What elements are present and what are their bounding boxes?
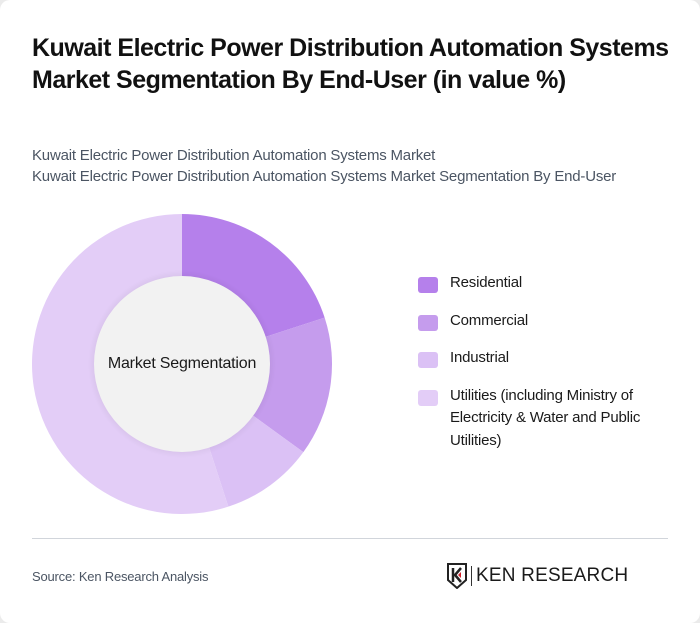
legend-item-commercial[interactable]: Commercial [418, 310, 678, 333]
swatch-utilities [418, 389, 438, 406]
ken-shield-icon [447, 563, 467, 589]
brand-separator [471, 566, 472, 586]
legend-label: Industrial [450, 349, 509, 366]
footer-divider [32, 538, 668, 539]
swatch-commercial [418, 314, 438, 331]
source-text: Source: Ken Research Analysis [32, 569, 209, 584]
swatch-industrial [418, 352, 438, 368]
legend-item-industrial[interactable]: Industrial [418, 347, 678, 370]
chart-subtitle: Kuwait Electric Power Distribution Autom… [32, 145, 682, 187]
chart-title: Kuwait Electric Power Distribution Autom… [32, 34, 669, 94]
donut-hole [94, 276, 270, 452]
legend-label: Utilities (including Ministry of Electri… [450, 386, 641, 449]
donut-chart: Market Segmentation [30, 212, 334, 516]
swatch-residential [418, 277, 438, 293]
brand-logo: KEN RESEARCH [447, 563, 628, 589]
brand-name: KEN RESEARCH [476, 565, 629, 586]
legend-label: Residential [450, 274, 523, 291]
center-label: Market Segmentation [107, 355, 257, 372]
legend-label: Commercial [450, 311, 529, 329]
subtitle-line-1: Kuwait Electric Power Distribution Autom… [32, 147, 436, 164]
legend: Residential Commercial Industrial Utilit… [418, 272, 678, 467]
donut-svg [32, 214, 332, 514]
legend-item-residential[interactable]: Residential [418, 272, 678, 295]
subtitle-line-2: Kuwait Electric Power Distribution Autom… [32, 168, 617, 185]
legend-item-utilities[interactable]: Utilities (including Ministry of Electri… [418, 385, 678, 453]
